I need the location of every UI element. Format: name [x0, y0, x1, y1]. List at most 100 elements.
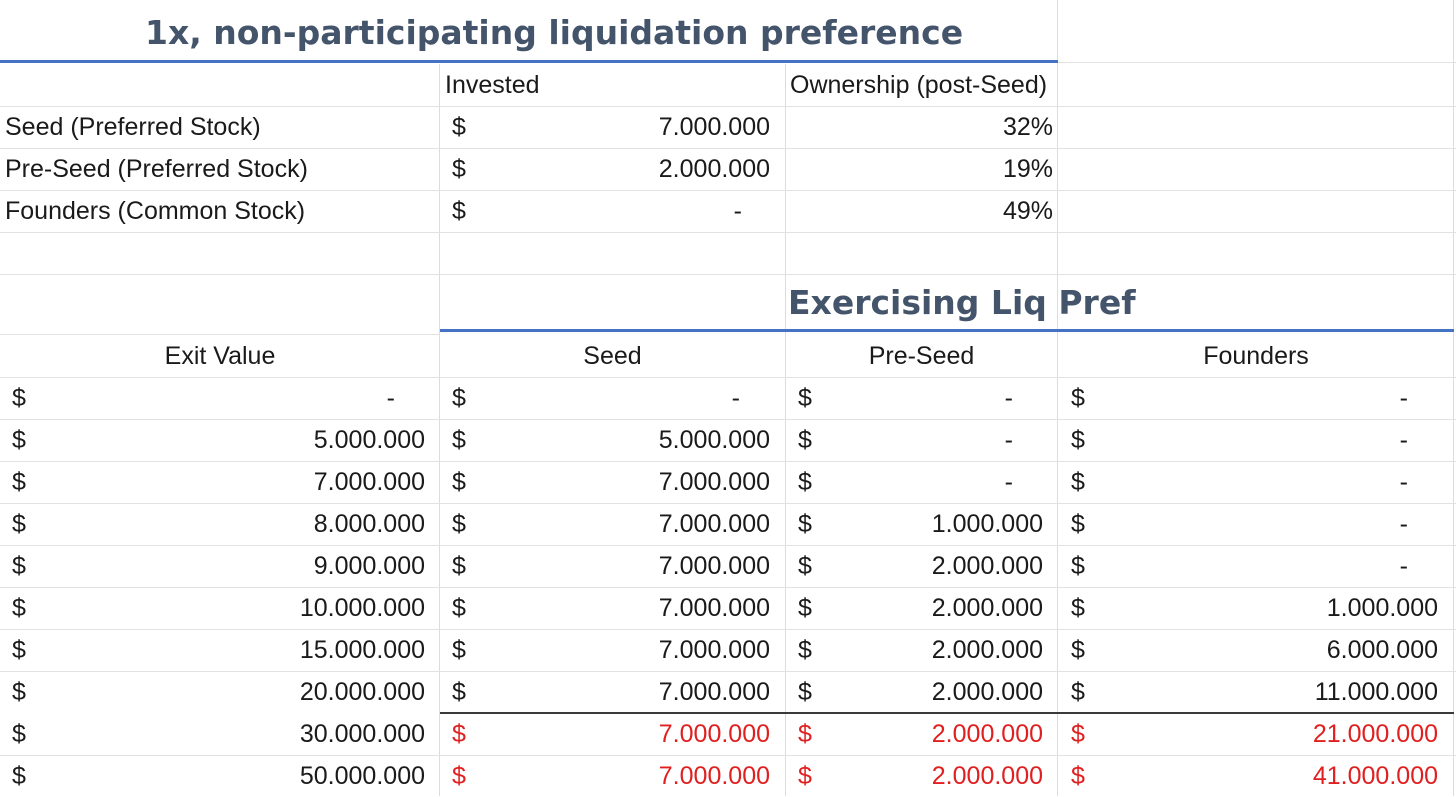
founders-payout: 6.000.000 — [1326, 636, 1438, 664]
seed-payout: - — [731, 384, 740, 412]
preseed-payout: 1.000.000 — [931, 510, 1043, 538]
summary-label: Seed (Preferred Stock) — [5, 113, 261, 141]
seed-payout: 7.000.000 — [658, 636, 770, 664]
highlight-separator — [440, 712, 1454, 714]
preseed-payout: - — [1004, 468, 1013, 496]
currency-symbol: $ — [452, 678, 466, 706]
currency-symbol: $ — [452, 762, 466, 790]
currency-symbol: $ — [1071, 510, 1085, 538]
founders-payout: - — [1399, 510, 1408, 538]
currency-symbol: $ — [12, 510, 26, 538]
currency-symbol: $ — [452, 426, 466, 454]
currency-symbol: $ — [1071, 384, 1085, 412]
currency-symbol: $ — [798, 762, 812, 790]
ownership-header: Ownership (post-Seed) — [790, 71, 1048, 99]
invested-value: 2.000.000 — [658, 155, 770, 183]
currency-symbol: $ — [1071, 678, 1085, 706]
currency-symbol: $ — [452, 720, 466, 748]
currency-symbol: $ — [798, 594, 812, 622]
currency-symbol: $ — [452, 113, 466, 141]
currency-symbol: $ — [1071, 468, 1085, 496]
currency-symbol: $ — [798, 510, 812, 538]
seed-payout: 7.000.000 — [658, 552, 770, 580]
grid-line — [0, 671, 1456, 672]
exit-value: 9.000.000 — [313, 552, 425, 580]
founders-payout: - — [1399, 426, 1408, 454]
preseed-payout: 2.000.000 — [931, 594, 1043, 622]
currency-symbol: $ — [1071, 426, 1085, 454]
section-title: Exercising Liq Pref — [788, 283, 1136, 322]
currency-symbol: $ — [1071, 762, 1085, 790]
ownership-value: 32% — [1002, 113, 1053, 141]
exit-value: 10.000.000 — [299, 594, 425, 622]
currency-symbol: $ — [452, 197, 466, 225]
currency-symbol: $ — [452, 552, 466, 580]
currency-symbol: $ — [798, 636, 812, 664]
grid-line — [0, 419, 1456, 420]
seed-payout: 7.000.000 — [658, 678, 770, 706]
currency-symbol: $ — [1071, 594, 1085, 622]
currency-symbol: $ — [452, 155, 466, 183]
preseed-payout: 2.000.000 — [931, 678, 1043, 706]
founders-payout: 21.000.000 — [1312, 720, 1438, 748]
grid-line — [0, 545, 1456, 546]
exit-value: 20.000.000 — [299, 678, 425, 706]
currency-symbol: $ — [798, 426, 812, 454]
currency-symbol: $ — [452, 594, 466, 622]
founders-header: Founders — [1203, 342, 1309, 370]
currency-symbol: $ — [12, 468, 26, 496]
seed-payout: 7.000.000 — [658, 762, 770, 790]
seed-payout: 7.000.000 — [658, 510, 770, 538]
invested-value: - — [733, 197, 742, 225]
currency-symbol: $ — [452, 468, 466, 496]
grid-line — [0, 106, 1456, 107]
currency-symbol: $ — [1071, 636, 1085, 664]
invested-header: Invested — [445, 71, 540, 99]
preseed-payout: 2.000.000 — [931, 720, 1043, 748]
preseed-payout: - — [1004, 426, 1013, 454]
founders-payout: 41.000.000 — [1312, 762, 1438, 790]
seed-payout: 7.000.000 — [658, 720, 770, 748]
section-underline — [440, 329, 1454, 332]
grid-line — [0, 503, 1456, 504]
currency-symbol: $ — [12, 594, 26, 622]
exit-value: - — [386, 384, 395, 412]
exit-value-header: Exit Value — [164, 342, 276, 370]
currency-symbol: $ — [452, 636, 466, 664]
sheet-title: 1x, non-participating liquidation prefer… — [145, 13, 964, 52]
currency-symbol: $ — [798, 384, 812, 412]
currency-symbol: $ — [12, 636, 26, 664]
currency-symbol: $ — [12, 426, 26, 454]
grid-line — [0, 755, 1456, 756]
currency-symbol: $ — [12, 762, 26, 790]
currency-symbol: $ — [12, 384, 26, 412]
invested-value: 7.000.000 — [658, 113, 770, 141]
exit-value: 50.000.000 — [299, 762, 425, 790]
grid-line — [0, 274, 1456, 275]
currency-symbol: $ — [798, 720, 812, 748]
summary-label: Pre-Seed (Preferred Stock) — [5, 155, 308, 183]
currency-symbol: $ — [798, 552, 812, 580]
ownership-value: 49% — [1002, 197, 1053, 225]
preseed-payout: 2.000.000 — [931, 552, 1043, 580]
seed-payout: 5.000.000 — [658, 426, 770, 454]
founders-payout: - — [1399, 552, 1408, 580]
grid-line — [0, 587, 1456, 588]
exit-value: 15.000.000 — [299, 636, 425, 664]
grid-line — [0, 629, 1456, 630]
currency-symbol: $ — [452, 384, 466, 412]
founders-payout: 1.000.000 — [1326, 594, 1438, 622]
preseed-payout: 2.000.000 — [931, 762, 1043, 790]
seed-header: Seed — [583, 342, 642, 370]
ownership-value: 19% — [1002, 155, 1053, 183]
seed-payout: 7.000.000 — [658, 594, 770, 622]
title-underline — [0, 60, 1058, 63]
preseed-payout: - — [1004, 384, 1013, 412]
currency-symbol: $ — [12, 552, 26, 580]
founders-payout: 11.000.000 — [1314, 678, 1438, 706]
grid-line — [0, 190, 1456, 191]
grid-line — [0, 377, 1456, 378]
currency-symbol: $ — [1071, 552, 1085, 580]
currency-symbol: $ — [12, 678, 26, 706]
